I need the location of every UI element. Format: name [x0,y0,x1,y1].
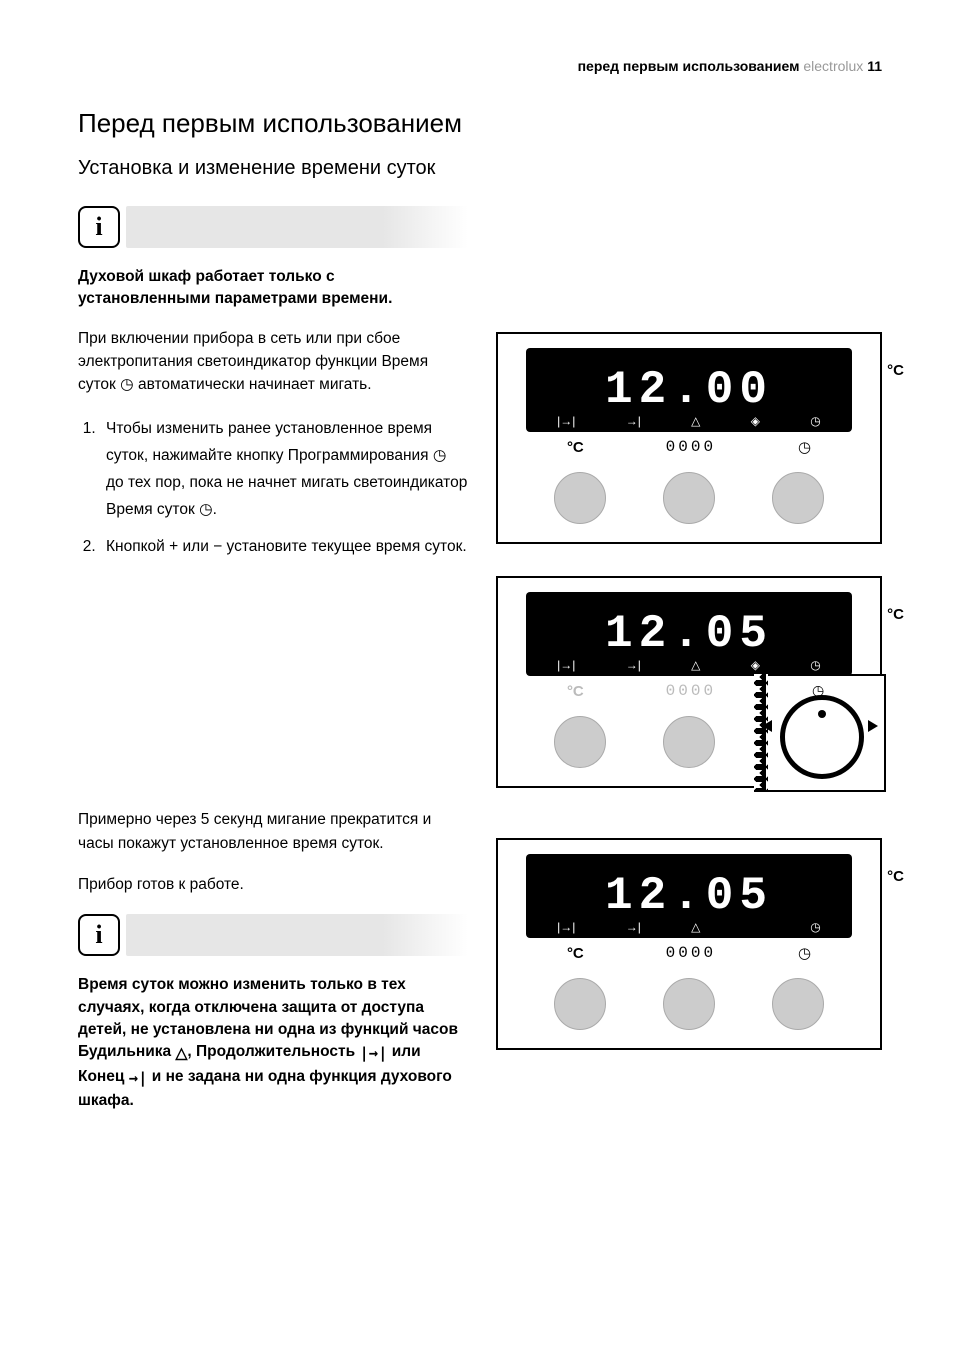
clock-icon: ◷ [810,920,820,934]
clock-icon: ◷ [810,658,820,672]
display-panel-3: 12.05 |→| →| △ ◈ ◷ °C °C 0000 [496,838,882,1050]
duration-icon: |→| [557,658,575,672]
end-icon [129,1067,148,1090]
bell-icon: △ [691,658,700,672]
knob [554,472,606,524]
note-time-required: Духовой шкаф работает только с установле… [78,266,468,311]
info-icon: i [78,206,120,248]
lcd-indicator-row: |→| →| △ ◈ ◷ [526,658,852,672]
lcd-indicator-row: |→| →| △ ◈ ◷ [526,920,852,934]
clock-icon: ◷ [810,414,820,428]
info-bar [126,206,468,248]
clock-icon [798,944,811,962]
step-2: Кнопкой + или − установите текущее время… [100,533,468,560]
sub-digits: 0000 [666,438,716,456]
arrow-left-icon [762,720,772,732]
sub-digits: 0000 [666,944,716,962]
bell-icon: △ [691,414,700,428]
running-header: перед первым использованием electrolux 1… [78,58,882,74]
left-column: i Духовой шкаф работает только с установ… [78,202,468,1129]
knob [772,472,824,524]
dial-zoom-inset [756,674,886,792]
duration-icon [359,1042,387,1065]
clock-icon [798,438,811,456]
deg-c-label: °C [887,362,904,379]
lcd-indicator-row: |→| →| △ ◈ ◷ [526,414,852,428]
duration-icon: |→| [557,920,575,934]
display-panel-1: 12.00 |→| →| △ ◈ ◷ °C °C 0000 [496,332,882,544]
deg-c-label: °C [567,945,584,962]
note-conditions: Время суток можно изменить только в тех … [78,974,468,1113]
info-bar [126,914,468,956]
header-brand: electrolux [803,58,863,74]
lcd-screen: 12.05 |→| →| △ ◈ ◷ [526,592,852,676]
manual-page: перед первым использованием electrolux 1… [0,0,954,1352]
step-1: Чтобы изменить ранее установленное время… [100,415,468,524]
lcd-time: 12.00 [605,364,773,416]
knob [554,716,606,768]
sub-digits: 0000 [666,682,716,700]
right-column: 12.00 |→| →| △ ◈ ◷ °C °C 0000 [496,202,882,1129]
diamond-icon: ◈ [751,658,760,672]
end-icon: →| [626,920,641,934]
dial-knob [780,695,864,779]
under-row: °C 0000 [526,944,852,962]
header-page-number: 11 [867,58,882,74]
knob [663,472,715,524]
knob-row [526,472,852,524]
deg-c-label: °C [887,868,904,885]
bell-icon [176,1043,188,1065]
arrow-right-icon [868,720,878,732]
end-icon: →| [626,414,641,428]
lcd-screen: 12.05 |→| →| △ ◈ ◷ [526,854,852,938]
bell-icon: △ [691,920,700,934]
display-panel-2: 12.05 |→| →| △ ◈ ◷ °C °C 0000 [496,576,882,788]
deg-c-label: °C [567,683,584,700]
ready-paragraph: Прибор готов к работе. [78,873,468,896]
knob [554,978,606,1030]
after-paragraph: Примерно через 5 секунд мигание прекрати… [78,808,468,855]
end-icon: →| [626,658,641,672]
deg-c-label: °C [567,439,584,456]
info-callout-1: i [78,206,468,248]
intro-paragraph: При включении прибора в сеть или при сбо… [78,327,468,397]
diamond-icon: ◈ [751,414,760,428]
page-subtitle: Установка и изменение времени суток [78,157,882,180]
page-title: Перед первым использованием [78,108,882,139]
header-section: перед первым использованием [578,58,800,74]
knob [663,978,715,1030]
info-callout-2: i [78,914,468,956]
knob [772,978,824,1030]
lcd-time: 12.05 [605,870,773,922]
knob [663,716,715,768]
lcd-screen: 12.00 |→| →| △ ◈ ◷ [526,348,852,432]
deg-c-label: °C [887,606,904,623]
knob-row [526,978,852,1030]
lcd-time: 12.05 [605,608,773,660]
under-row: °C 0000 [526,438,852,456]
steps-list: Чтобы изменить ранее установленное время… [78,415,468,561]
duration-icon: |→| [557,414,575,428]
info-icon: i [78,914,120,956]
